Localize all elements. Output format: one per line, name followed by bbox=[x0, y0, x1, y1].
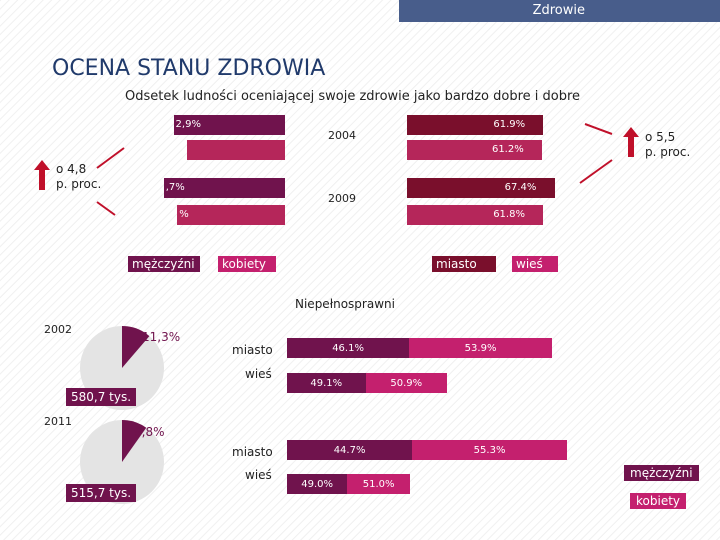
row-label-3: wieś bbox=[245, 468, 272, 482]
stacked-women-label-1: 50.9% bbox=[390, 377, 423, 389]
bar-village-2009-label: 61.8% bbox=[493, 209, 525, 220]
annotation-arrows bbox=[34, 123, 639, 216]
bar-city-2009 bbox=[407, 178, 555, 198]
row-label-0: miasto bbox=[232, 343, 273, 357]
bar-village-2009 bbox=[407, 205, 544, 225]
legend-village: wieś bbox=[512, 256, 558, 272]
pie-year-2002: 2002 bbox=[44, 323, 72, 336]
stacked-men-label-0: 46.1% bbox=[332, 342, 364, 354]
bar-men-2004 bbox=[173, 115, 285, 135]
stacked-men-label-3: 49.0% bbox=[301, 478, 334, 490]
section-title-disabled: Niepełnosprawni bbox=[295, 297, 395, 311]
stacked-women-0: 53.9% bbox=[409, 338, 552, 358]
change-annotation-right: o 5,5 p. proc. bbox=[645, 130, 690, 160]
pie-share-2011: 9,8% bbox=[134, 425, 165, 439]
stacked-men-1: 49.1% bbox=[287, 373, 366, 393]
pie-year-2011: 2011 bbox=[44, 415, 72, 428]
bar-village-2004-label: 61.2% bbox=[491, 144, 524, 155]
pie-share-2002: 11,3% bbox=[142, 330, 181, 344]
up-arrow-left bbox=[34, 160, 50, 190]
bar-city-2004-label: 61.9% bbox=[493, 119, 526, 130]
year-label-2004: 2004 bbox=[328, 129, 356, 142]
legend2-women: kobiety bbox=[630, 493, 687, 509]
bar-women-2004 bbox=[187, 140, 285, 160]
row-label-2: miasto bbox=[232, 445, 273, 459]
bar-women-2009-label: % bbox=[179, 209, 189, 220]
pie-total-2002: 580,7 tys. bbox=[66, 388, 137, 406]
bar-men-2009 bbox=[163, 178, 285, 198]
pie-slice-2011 bbox=[122, 420, 147, 462]
section-header: Zdrowie bbox=[399, 0, 720, 22]
bar-women-2009 bbox=[177, 205, 285, 225]
page-title: OCENA STANU ZDROWIA bbox=[52, 56, 326, 81]
bar-village-2004 bbox=[407, 140, 542, 160]
change-annotation-left: o 4,8 p. proc. bbox=[56, 162, 101, 192]
legend2-men: mężczyźni bbox=[624, 465, 699, 481]
change-annotation-right-l1: o 5,5 bbox=[645, 130, 676, 144]
stacked-men-3: 49.0% bbox=[287, 474, 348, 494]
pointer-line-2 bbox=[96, 201, 116, 216]
stacked-men-label-1: 49.1% bbox=[310, 377, 343, 389]
change-annotation-left-l2: p. proc. bbox=[56, 177, 102, 191]
bar-men-2009-label: ,7% bbox=[165, 182, 185, 193]
stacked-women-label-2: 55.3% bbox=[473, 444, 506, 456]
chart-title: Odsetek ludności oceniającej swoje zdrow… bbox=[125, 89, 581, 104]
bar-city-2009-label: 67.4% bbox=[504, 182, 537, 193]
legend-women: kobiety bbox=[218, 256, 276, 272]
pointer-line-1 bbox=[96, 147, 125, 169]
stacked-men-0: 46.1% bbox=[287, 338, 410, 358]
legend-men: mężczyźni bbox=[128, 256, 200, 272]
stacked-women-1: 50.9% bbox=[365, 373, 447, 393]
pointer-line-4 bbox=[579, 159, 613, 184]
pointer-line-3 bbox=[584, 123, 613, 135]
stacked-women-3: 51.0% bbox=[347, 474, 410, 494]
up-arrow-right bbox=[623, 127, 639, 157]
legend-city: miasto bbox=[432, 256, 496, 272]
stacked-women-2: 55.3% bbox=[412, 440, 567, 460]
pie-total-2011: 515,7 tys. bbox=[66, 484, 137, 502]
stacked-men-2: 44.7% bbox=[287, 440, 413, 460]
stacked-women-label-3: 51.0% bbox=[362, 478, 395, 490]
section-label: Zdrowie bbox=[532, 3, 585, 18]
bar-men-2004-label: 2,9% bbox=[175, 119, 201, 130]
change-annotation-right-l2: p. proc. bbox=[645, 145, 691, 159]
bar-city-2004 bbox=[407, 115, 544, 135]
stacked-men-label-2: 44.7% bbox=[333, 444, 366, 456]
row-label-1: wieś bbox=[245, 367, 272, 381]
year-label-2009: 2009 bbox=[328, 192, 356, 205]
change-annotation-left-l1: o 4,8 bbox=[56, 162, 87, 176]
stacked-women-label-0: 53.9% bbox=[464, 342, 497, 354]
pie-slice-2002 bbox=[122, 326, 150, 368]
